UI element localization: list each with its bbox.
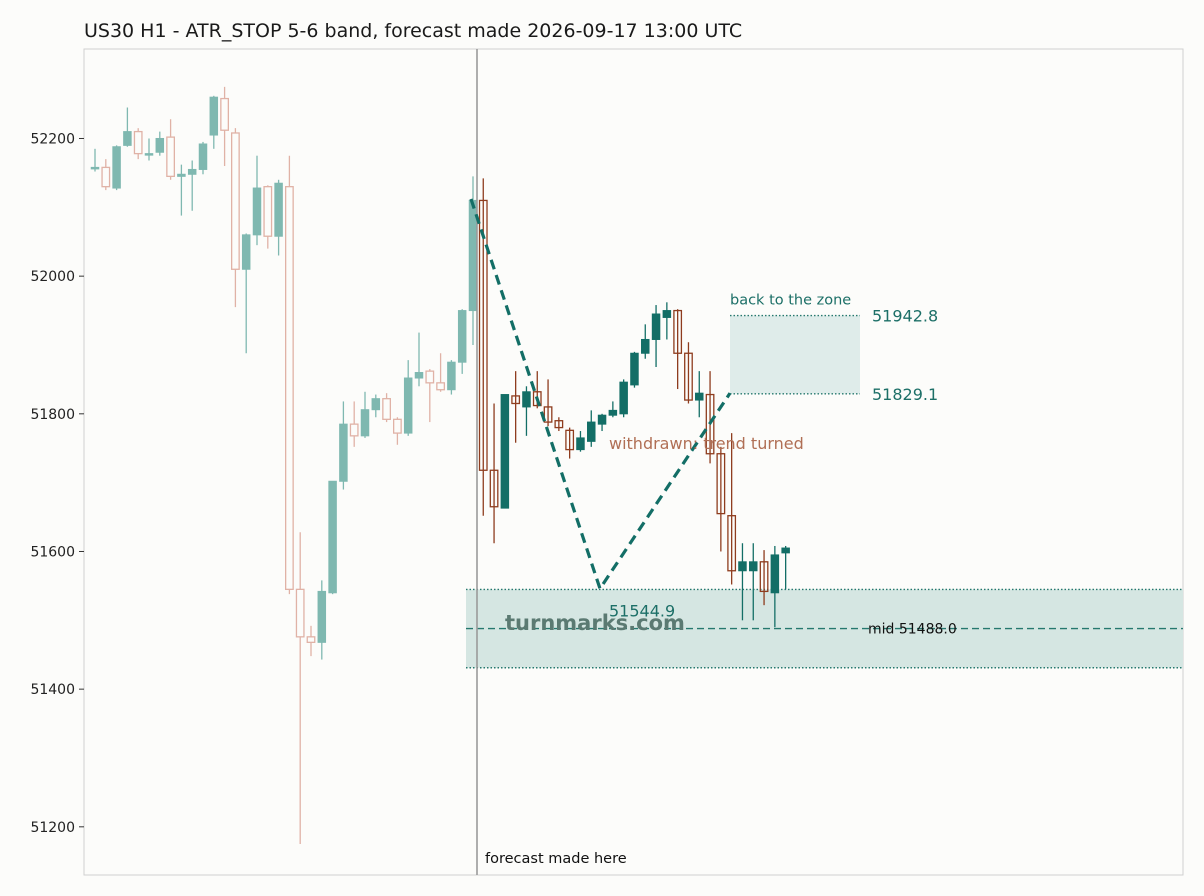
candle-down [425, 370, 435, 384]
candle-down [532, 391, 542, 407]
candle-up [608, 409, 618, 416]
candle-up [641, 338, 650, 354]
withdrawn-label: withdrawn: trend turned [609, 434, 804, 453]
candle-up [328, 480, 337, 594]
candle-up [360, 409, 370, 437]
candle-up [177, 173, 186, 177]
candle-down [511, 395, 521, 405]
forecast-path-line [469, 198, 732, 593]
candle-down [220, 97, 230, 131]
candle-down [392, 418, 402, 434]
zone-upper-label: 51942.8 [872, 307, 938, 326]
candle-down [101, 166, 111, 188]
candle-up [252, 187, 262, 236]
candle-down [133, 130, 143, 155]
candle-down [478, 199, 488, 471]
zone-lower-label: 51829.1 [872, 385, 938, 404]
candle-down [489, 469, 499, 508]
forecast-band [466, 588, 1183, 669]
y-tick-label: 52200 [30, 131, 75, 147]
candle-down [284, 186, 294, 590]
candle-up [371, 398, 381, 411]
candle-up [414, 372, 424, 379]
candle-down [166, 136, 176, 177]
candle-up [209, 96, 219, 136]
candle-down [295, 588, 305, 638]
candle-down [543, 406, 553, 423]
plot-frame [83, 48, 1184, 876]
band-value-label: 51544.9 [609, 601, 675, 620]
candle-down [349, 423, 359, 437]
candle-up [587, 421, 596, 442]
history-candles [90, 86, 478, 845]
target-zone [730, 314, 860, 395]
candle-up [198, 143, 208, 170]
candle-up [695, 392, 704, 401]
candle-up [738, 561, 747, 572]
watermark: turnmarks.com [505, 611, 685, 635]
candle-down [230, 132, 240, 270]
candle-up [403, 377, 413, 434]
candle-up [500, 394, 510, 509]
candle-up [749, 561, 758, 572]
y-tick-label: 51200 [30, 820, 75, 836]
y-axis: 51200 51400 51600 51800 52000 52200 [30, 131, 84, 836]
forecast-candles [478, 178, 790, 628]
forecast-made-label: forecast made here [485, 851, 627, 867]
candle-down [705, 393, 715, 455]
chart-title: US30 H1 - ATR_STOP 5-6 band, forecast ma… [84, 20, 743, 42]
candle-down [673, 309, 683, 354]
band-mid-label: mid 51488.0 [868, 622, 957, 638]
candle-down [565, 429, 575, 451]
candle-down [759, 561, 769, 593]
y-tick-label: 51400 [30, 682, 75, 698]
candle-up [576, 437, 585, 451]
y-tick-label: 52000 [30, 269, 75, 285]
candle-up [112, 146, 121, 189]
y-tick-label: 51600 [30, 544, 75, 560]
candle-up [155, 137, 165, 153]
candle-up [123, 131, 132, 146]
candle-down [263, 186, 273, 237]
candle-up [781, 547, 790, 554]
candle-up [651, 313, 661, 340]
candle-up [317, 590, 327, 643]
zone-label: back to the zone [730, 293, 851, 309]
candle-up [447, 361, 456, 391]
candle-up [187, 168, 197, 175]
candle-up [90, 166, 100, 170]
annotations: back to the zone 51942.8 51829.1 51544.9… [485, 293, 957, 867]
candle-down [716, 453, 726, 515]
candle-down [306, 636, 316, 643]
zone-fill [730, 315, 860, 394]
candle-up [619, 381, 628, 415]
candle-up [144, 153, 154, 156]
candle-up [274, 182, 283, 237]
forecast-path [469, 198, 732, 593]
candle-up [662, 310, 672, 318]
candle-up [457, 310, 467, 363]
candle-up [522, 391, 531, 408]
candle-up [241, 234, 251, 270]
candle-up [597, 414, 607, 425]
candle-up [770, 554, 780, 594]
candle-down [727, 515, 737, 572]
candle-down [382, 398, 392, 420]
candle-up [339, 423, 348, 482]
candle-down [436, 382, 446, 391]
y-tick-label: 51800 [30, 407, 75, 423]
candle-up [630, 352, 639, 386]
candle-down [684, 352, 693, 401]
candle-down [554, 420, 564, 429]
